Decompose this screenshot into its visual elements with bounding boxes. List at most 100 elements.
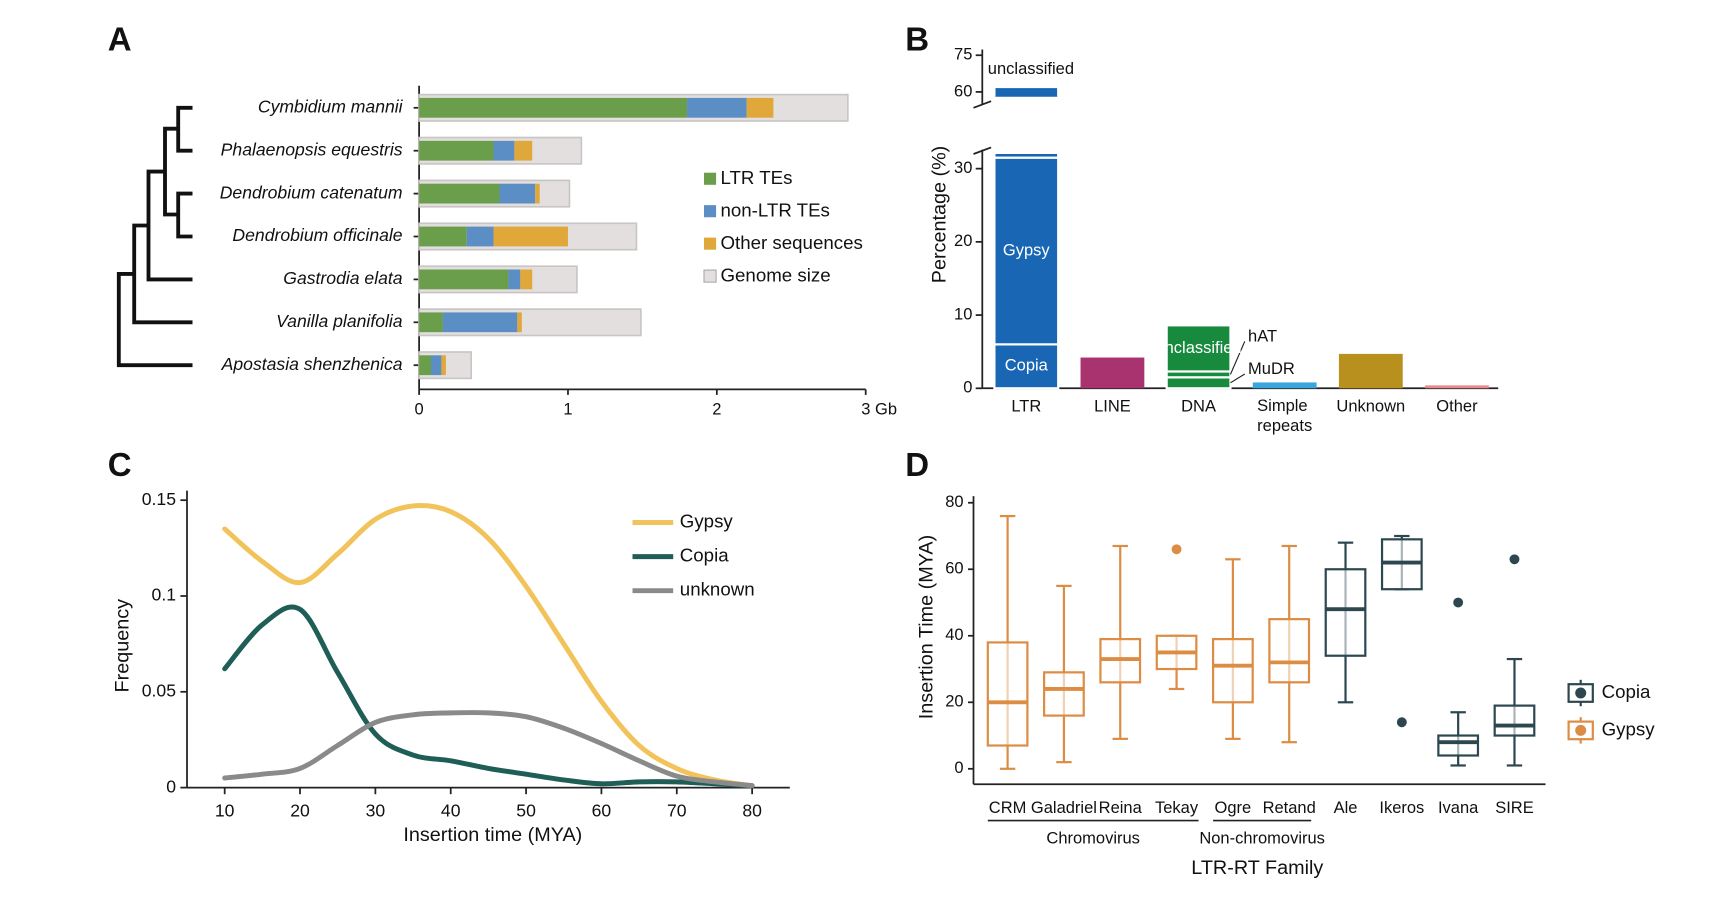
- segment-label: unclassified: [988, 60, 1074, 78]
- box: [1324, 568, 1367, 657]
- panel-label: C: [108, 446, 132, 483]
- y-tick-label: 0.15: [142, 489, 176, 509]
- x-tick-label: Ale: [1334, 799, 1358, 817]
- x-tick-label: Simple repeats: [1257, 397, 1312, 435]
- legend-label: Other sequences: [721, 232, 863, 253]
- y-tick-label: 20: [954, 232, 972, 250]
- bar-segment: [1338, 353, 1403, 389]
- box: [1043, 671, 1085, 717]
- x-tick-label: 0: [415, 401, 424, 419]
- legend-label: Gypsy: [1602, 718, 1656, 739]
- x-tick-label: DNA: [1181, 397, 1216, 415]
- species-label: Gastrodia elata: [283, 268, 403, 288]
- x-axis-title: Insertion time (MYA): [403, 824, 582, 846]
- x-tick-label: SIRE: [1495, 799, 1534, 817]
- species-label: Cymbidium mannii: [258, 96, 404, 116]
- legend-swatch: [704, 205, 717, 218]
- x-tick-label: 1: [563, 401, 572, 419]
- bar-segment: [535, 183, 540, 204]
- bar-segment: [1167, 235, 1231, 239]
- box: [1268, 618, 1311, 684]
- x-tick-label: 10: [215, 800, 235, 820]
- bar-segment: [508, 269, 521, 290]
- y-tick-label: 80: [945, 493, 963, 511]
- y-tick-label: 30: [954, 159, 972, 177]
- lower-panel: [993, 154, 1489, 390]
- bar-segment: [419, 97, 688, 118]
- bar-segment: [1252, 382, 1317, 389]
- panel-label: D: [905, 446, 929, 483]
- bar-segment: [1253, 237, 1317, 239]
- x-tick-label: 40: [441, 800, 461, 820]
- bar-segment: [1080, 357, 1145, 389]
- y-tick-label: 0: [954, 759, 963, 777]
- bar-segment: [466, 226, 494, 247]
- bar-segment: [442, 312, 518, 333]
- bar-segment: [1165, 376, 1232, 390]
- legend-label: unknown: [680, 579, 755, 600]
- legend-label: non-LTR TEs: [721, 200, 830, 221]
- upper-panel: [993, 85, 1489, 239]
- line-series: [222, 710, 755, 789]
- line-series: [222, 604, 755, 789]
- box: [1493, 704, 1536, 737]
- legend-swatch: [704, 237, 717, 250]
- bar-segment: [493, 140, 515, 161]
- bar-segment: [1081, 228, 1145, 238]
- y-tick-label: 75: [954, 46, 972, 64]
- y-tick-label: 40: [945, 626, 963, 644]
- species-label: Apostasia shenzhenica: [221, 354, 403, 374]
- bar-segment: [993, 85, 1060, 97]
- bar-segment: [993, 154, 1060, 159]
- species-label: Dendrobium officinale: [232, 225, 402, 245]
- bar-segment: [441, 355, 446, 376]
- bar-segment: [431, 355, 442, 376]
- group-label: Non-chromovirus: [1199, 830, 1325, 848]
- x-tick-label: 30: [366, 800, 386, 820]
- x-tick-label: Unknown: [1336, 397, 1405, 415]
- x-tick-label: 60: [592, 800, 612, 820]
- x-tick-label: 3 Gb: [861, 401, 897, 419]
- x-tick-label: Other: [1436, 397, 1478, 415]
- bar-segment: [499, 183, 536, 204]
- bar-segment: [993, 156, 1060, 346]
- bar-segment: [1425, 238, 1489, 239]
- phylogeny: [116, 105, 193, 368]
- x-tick-label: Retand: [1263, 799, 1316, 817]
- legend-label: LTR TEs: [721, 167, 793, 188]
- x-tick-label: 80: [742, 800, 762, 820]
- outlier: [1396, 717, 1407, 728]
- y-tick-label: 0.05: [142, 680, 176, 700]
- x-tick-label: Reina: [1099, 799, 1143, 817]
- species-label: Vanilla planifolia: [276, 311, 403, 331]
- x-tick-label: 2: [712, 401, 721, 419]
- box: [986, 641, 1029, 747]
- leader-line: [1230, 373, 1246, 384]
- bar-segment: [1339, 227, 1403, 238]
- species-label: Phalaenopsis equestris: [221, 139, 403, 159]
- bar-segment: [419, 355, 432, 376]
- bar-segment: [419, 183, 500, 204]
- bar-segment: [1167, 218, 1231, 233]
- species-label: Dendrobium catenatum: [220, 182, 403, 202]
- legend-label: Gypsy: [680, 510, 734, 531]
- x-tick-label: 70: [667, 800, 687, 820]
- x-tick-label: Ikeros: [1379, 799, 1424, 817]
- segment-label: Gypsy: [1003, 241, 1051, 259]
- x-tick-label: LTR: [1011, 397, 1041, 415]
- bar-segment: [419, 269, 509, 290]
- legend-swatch: [703, 269, 717, 283]
- bar-segment: [1165, 324, 1232, 373]
- y-tick-label: 20: [945, 693, 963, 711]
- figure-content: A 0 1 2 3 Gb Cymbidium mannii Phalaenopsis equ…: [108, 21, 1656, 880]
- y-axis-title: Insertion Time (MYA): [916, 535, 938, 719]
- x-tick-label: CRM: [989, 799, 1027, 817]
- bar-segment: [517, 312, 522, 333]
- legend-swatch: [1575, 724, 1587, 736]
- bar-segment: [419, 140, 494, 161]
- y-tick-label: 10: [954, 305, 972, 323]
- x-tick-label: LINE: [1094, 397, 1131, 415]
- x-tick-label: 20: [290, 800, 310, 820]
